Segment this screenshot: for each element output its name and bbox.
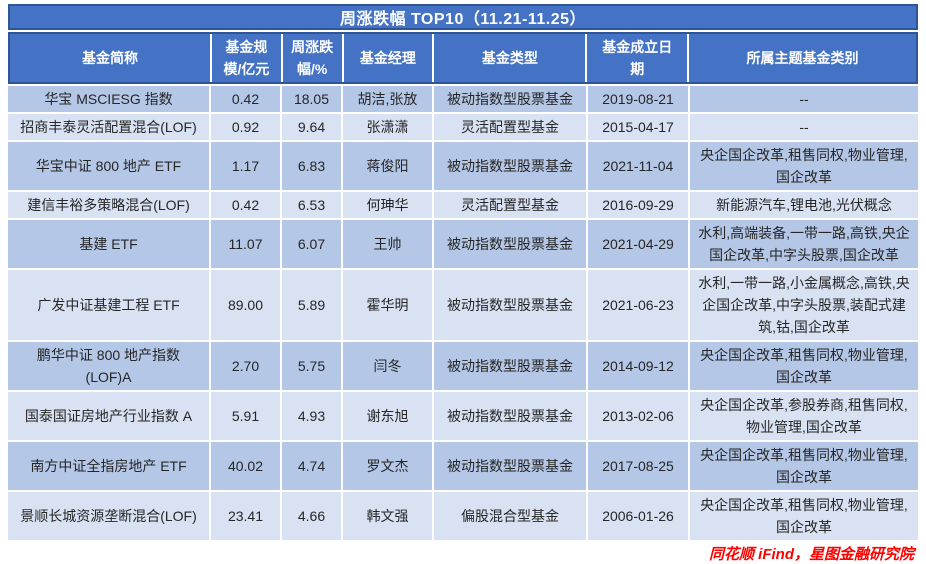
table-body: 华宝 MSCIESG 指数 0.42 18.05 胡洁,张放 被动指数型股票基金 2019… [8, 86, 918, 540]
cell-weekly-change: 6.53 [282, 192, 341, 218]
cell-weekly-change: 4.93 [282, 392, 341, 440]
cell-inception-date: 2006-01-26 [588, 492, 688, 540]
cell-fund-scale: 2.70 [211, 342, 280, 390]
cell-weekly-change: 6.83 [282, 142, 341, 190]
cell-fund-name: 鹏华中证 800 地产指数 (LOF)A [8, 342, 209, 390]
cell-fund-manager: 胡洁,张放 [343, 86, 432, 112]
cell-fund-manager: 何珅华 [343, 192, 432, 218]
cell-fund-scale: 5.91 [211, 392, 280, 440]
table-title: 周涨跌幅 TOP10（11.21-11.25） [8, 4, 918, 30]
cell-inception-date: 2021-11-04 [588, 142, 688, 190]
cell-fund-name: 广发中证基建工程 ETF [8, 270, 209, 340]
header-fund-scale: 基金规模/亿元 [212, 34, 281, 82]
cell-fund-manager: 张潇潇 [343, 114, 432, 140]
cell-fund-type: 偏股混合型基金 [434, 492, 586, 540]
cell-fund-manager: 闫冬 [343, 342, 432, 390]
cell-theme-category: -- [690, 114, 918, 140]
cell-fund-name: 招商丰泰灵活配置混合(LOF) [8, 114, 209, 140]
cell-fund-type: 被动指数型股票基金 [434, 392, 586, 440]
cell-theme-category: 央企国企改革,租售同权,物业管理,国企改革 [690, 492, 918, 540]
cell-fund-name: 华宝 MSCIESG 指数 [8, 86, 209, 112]
source-attribution: 同花顺 iFind，星图金融研究院 [709, 546, 914, 563]
table-row: 广发中证基建工程 ETF 89.00 5.89 霍华明 被动指数型股票基金 2021-06… [8, 270, 918, 340]
cell-weekly-change: 9.64 [282, 114, 341, 140]
cell-fund-type: 被动指数型股票基金 [434, 270, 586, 340]
cell-fund-name: 建信丰裕多策略混合(LOF) [8, 192, 209, 218]
header-inception-date: 基金成立日期 [587, 34, 688, 82]
header-weekly-change: 周涨跌幅/% [282, 34, 342, 82]
cell-weekly-change: 6.07 [282, 220, 341, 268]
cell-fund-type: 被动指数型股票基金 [434, 142, 586, 190]
cell-fund-name: 基建 ETF [8, 220, 209, 268]
cell-fund-scale: 89.00 [211, 270, 280, 340]
cell-fund-scale: 23.41 [211, 492, 280, 540]
table-row: 南方中证全指房地产 ETF 40.02 4.74 罗文杰 被动指数型股票基金 2017-0… [8, 442, 918, 490]
cell-fund-name: 华宝中证 800 地产 ETF [8, 142, 209, 190]
cell-inception-date: 2016-09-29 [588, 192, 688, 218]
cell-theme-category: 央企国企改革,租售同权,物业管理,国企改革 [690, 442, 918, 490]
cell-fund-manager: 霍华明 [343, 270, 432, 340]
table-row: 鹏华中证 800 地产指数 (LOF)A 2.70 5.75 闫冬 被动指数型股票基金 2… [8, 342, 918, 390]
cell-fund-scale: 11.07 [211, 220, 280, 268]
cell-weekly-change: 5.89 [282, 270, 341, 340]
cell-theme-category: 水利,一带一路,小金属概念,高铁,央企国企改革,中字头股票,装配式建筑,钴,国企… [690, 270, 918, 340]
cell-theme-category: 新能源汽车,锂电池,光伏概念 [690, 192, 918, 218]
header-fund-name: 基金简称 [10, 34, 211, 82]
fund-table-figure: 周涨跌幅 TOP10（11.21-11.25） 基金简称 基金规模/亿元 周涨跌… [8, 4, 918, 564]
header-theme-category: 所属主题基金类别 [689, 34, 917, 82]
cell-fund-manager: 谢东旭 [343, 392, 432, 440]
cell-inception-date: 2021-06-23 [588, 270, 688, 340]
cell-weekly-change: 18.05 [282, 86, 341, 112]
cell-inception-date: 2019-08-21 [588, 86, 688, 112]
cell-fund-scale: 1.17 [211, 142, 280, 190]
cell-fund-scale: 0.42 [211, 192, 280, 218]
cell-fund-type: 灵活配置型基金 [434, 114, 586, 140]
cell-theme-category: 水利,高端装备,一带一路,高铁,央企国企改革,中字头股票,国企改革 [690, 220, 918, 268]
cell-weekly-change: 4.66 [282, 492, 341, 540]
header-fund-type: 基金类型 [434, 34, 586, 82]
cell-fund-scale: 0.42 [211, 86, 280, 112]
table-row: 基建 ETF 11.07 6.07 王帅 被动指数型股票基金 2021-04-29 水利,高… [8, 220, 918, 268]
cell-fund-manager: 韩文强 [343, 492, 432, 540]
cell-inception-date: 2015-04-17 [588, 114, 688, 140]
header-fund-manager: 基金经理 [343, 34, 433, 82]
cell-fund-manager: 王帅 [343, 220, 432, 268]
cell-fund-name: 景顺长城资源垄断混合(LOF) [8, 492, 209, 540]
cell-inception-date: 2014-09-12 [588, 342, 688, 390]
cell-fund-name: 南方中证全指房地产 ETF [8, 442, 209, 490]
cell-weekly-change: 4.74 [282, 442, 341, 490]
cell-theme-category: 央企国企改革,参股券商,租售同权,物业管理,国企改革 [690, 392, 918, 440]
cell-fund-manager: 蒋俊阳 [343, 142, 432, 190]
cell-theme-category: 央企国企改革,租售同权,物业管理,国企改革 [690, 142, 918, 190]
table-title-text: 周涨跌幅 TOP10（11.21-11.25） [340, 11, 586, 28]
cell-fund-name: 国泰国证房地产行业指数 A [8, 392, 209, 440]
cell-fund-scale: 40.02 [211, 442, 280, 490]
cell-fund-type: 被动指数型股票基金 [434, 442, 586, 490]
table-row: 建信丰裕多策略混合(LOF) 0.42 6.53 何珅华 灵活配置型基金 2016-09-… [8, 192, 918, 218]
cell-theme-category: -- [690, 86, 918, 112]
cell-fund-type: 被动指数型股票基金 [434, 86, 586, 112]
cell-weekly-change: 5.75 [282, 342, 341, 390]
cell-fund-type: 被动指数型股票基金 [434, 342, 586, 390]
cell-inception-date: 2021-04-29 [588, 220, 688, 268]
cell-fund-type: 被动指数型股票基金 [434, 220, 586, 268]
cell-fund-type: 灵活配置型基金 [434, 192, 586, 218]
cell-fund-scale: 0.92 [211, 114, 280, 140]
cell-theme-category: 央企国企改革,租售同权,物业管理,国企改革 [690, 342, 918, 390]
cell-inception-date: 2013-02-06 [588, 392, 688, 440]
table-row: 招商丰泰灵活配置混合(LOF) 0.92 9.64 张潇潇 灵活配置型基金 2015-04… [8, 114, 918, 140]
table-row: 国泰国证房地产行业指数 A 5.91 4.93 谢东旭 被动指数型股票基金 2013-02… [8, 392, 918, 440]
cell-fund-manager: 罗文杰 [343, 442, 432, 490]
cell-inception-date: 2017-08-25 [588, 442, 688, 490]
table-row: 景顺长城资源垄断混合(LOF) 23.41 4.66 韩文强 偏股混合型基金 2006-0… [8, 492, 918, 540]
table-row: 华宝 MSCIESG 指数 0.42 18.05 胡洁,张放 被动指数型股票基金 2019… [8, 86, 918, 112]
table-row: 华宝中证 800 地产 ETF 1.17 6.83 蒋俊阳 被动指数型股票基金 2021-… [8, 142, 918, 190]
table-header-row: 基金简称 基金规模/亿元 周涨跌幅/% 基金经理 基金类型 基金成立日期 所属主… [8, 32, 918, 84]
